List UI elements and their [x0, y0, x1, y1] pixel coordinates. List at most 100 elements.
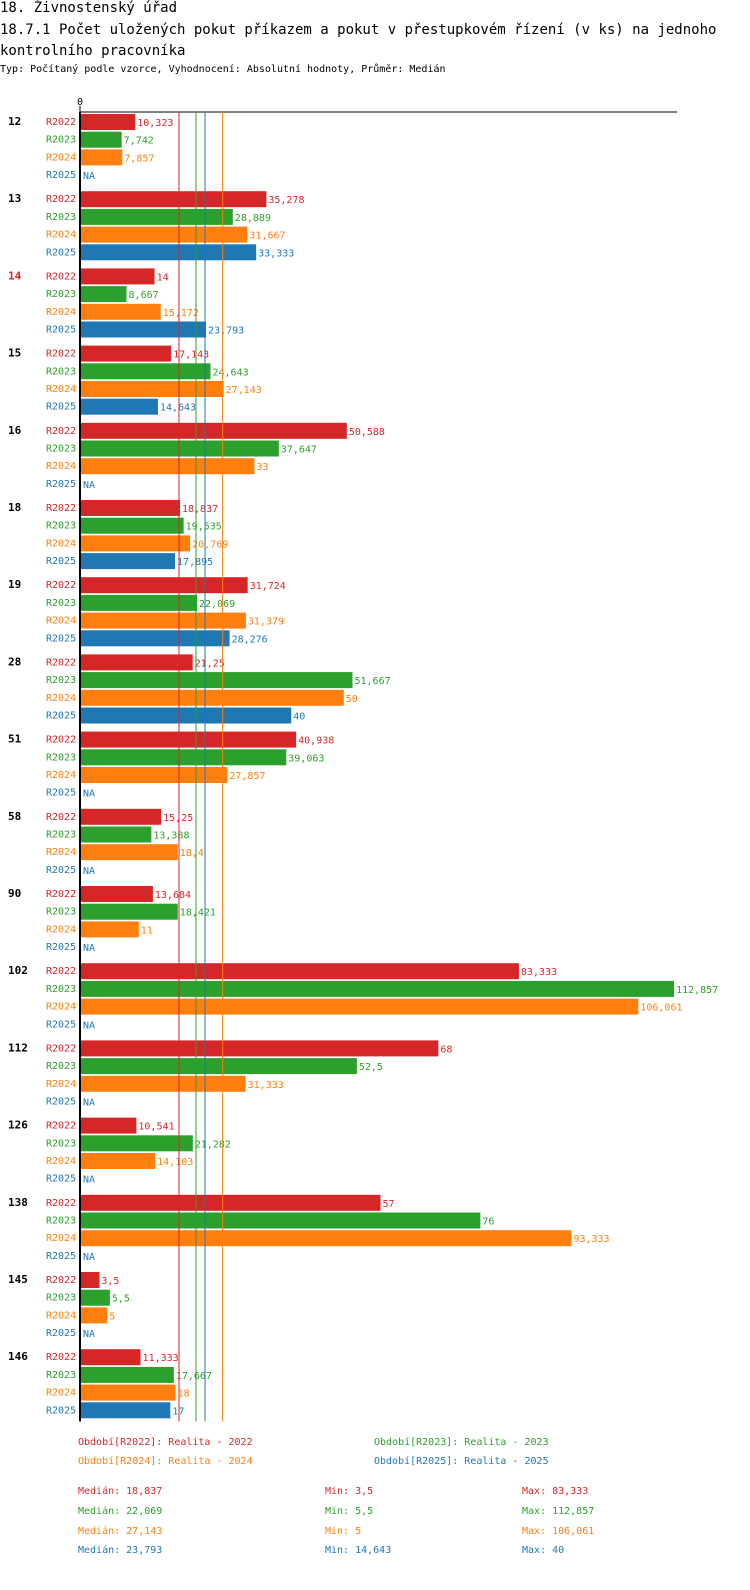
series-label: R2025 — [46, 325, 76, 336]
legend-r2024: Období[R2024]: Realita - 2024 — [78, 1456, 253, 1467]
series-label: R2022 — [46, 1198, 76, 1209]
value-label: 24,643 — [212, 367, 248, 378]
series-label: R2024 — [46, 1002, 76, 1013]
series-label: R2023 — [46, 907, 76, 918]
stat-median-r2024: Medián: 27,143 — [78, 1526, 163, 1537]
series-label: R2023 — [46, 289, 76, 300]
group-label: 19 — [8, 578, 21, 591]
value-label: 13,684 — [155, 890, 191, 901]
bar — [81, 1349, 141, 1366]
series-label: R2023 — [46, 212, 76, 223]
series-label: R2025 — [46, 711, 76, 722]
chart-type-note: Typ: Počítaný podle vzorce, Vyhodnocení:… — [0, 64, 446, 75]
group-label: 28 — [8, 655, 21, 668]
value-label: NA — [83, 789, 95, 800]
series-label: R2025 — [46, 479, 76, 490]
series-label: R2024 — [46, 538, 76, 549]
bar — [81, 1040, 439, 1057]
value-label: NA — [83, 480, 95, 491]
series-label: R2024 — [46, 847, 76, 858]
group-label: 146 — [8, 1350, 28, 1363]
legend-r2025: Období[R2025]: Realita - 2025 — [374, 1456, 549, 1467]
bar — [81, 535, 191, 552]
bar — [81, 1272, 100, 1288]
series-label: R2022 — [46, 503, 76, 514]
group-label: 14 — [8, 269, 22, 282]
bar — [81, 689, 344, 706]
bar — [81, 191, 267, 208]
chart-title: 18.7.1 Počet uložených pokut příkazem a … — [0, 22, 717, 59]
bar — [81, 321, 207, 338]
bar — [81, 398, 158, 415]
group-label: 13 — [8, 192, 21, 205]
series-label: R2022 — [46, 194, 76, 205]
series-label: R2025 — [46, 402, 76, 413]
series-label: R2024 — [46, 1079, 76, 1090]
series-label: R2022 — [46, 426, 76, 437]
series-label: R2024 — [46, 616, 76, 627]
series-label: R2022 — [46, 1121, 76, 1132]
series-label: R2025 — [46, 1405, 76, 1416]
bar — [81, 672, 353, 689]
group-label: 102 — [8, 964, 28, 977]
value-label: 17,143 — [173, 350, 209, 361]
value-label: 3,5 — [101, 1276, 119, 1287]
value-label: NA — [83, 1098, 95, 1109]
series-label: R2024 — [46, 384, 76, 395]
group-label: 138 — [8, 1196, 28, 1209]
group-label: 145 — [8, 1273, 28, 1286]
value-label: 15,172 — [163, 308, 199, 319]
group-label: 126 — [8, 1119, 28, 1132]
stat-max-r2022: Max: 83,333 — [522, 1486, 589, 1497]
stat-max-r2025: Max: 40 — [522, 1545, 565, 1556]
value-label: NA — [83, 1252, 95, 1263]
bar — [81, 303, 161, 320]
value-label: 52,5 — [359, 1062, 383, 1073]
series-label: R2024 — [46, 307, 76, 318]
series-label: R2022 — [46, 271, 76, 282]
bar — [81, 980, 675, 997]
value-label: 31,667 — [249, 231, 285, 242]
bar — [81, 886, 153, 902]
bar — [81, 114, 136, 130]
bar — [81, 1384, 176, 1401]
value-label: 93,333 — [573, 1234, 609, 1245]
value-label: 27,143 — [226, 385, 262, 396]
series-label: R2023 — [46, 984, 76, 995]
group-label: 51 — [8, 733, 22, 746]
bar — [81, 1194, 381, 1211]
value-label: 31,333 — [248, 1080, 284, 1091]
series-label: R2023 — [46, 1138, 76, 1149]
value-label: 28,276 — [232, 634, 268, 645]
group-label: 90 — [8, 887, 21, 900]
bar — [81, 998, 639, 1015]
series-label: R2025 — [46, 1251, 76, 1262]
value-label: 57 — [383, 1199, 395, 1210]
value-label: 33 — [256, 462, 268, 473]
bar — [81, 286, 127, 303]
value-label: 5 — [109, 1311, 115, 1322]
series-label: R2024 — [46, 693, 76, 704]
series-label: R2025 — [46, 865, 76, 876]
bar — [81, 345, 172, 362]
value-label: 17 — [172, 1406, 184, 1417]
group-label: 16 — [8, 424, 22, 437]
value-label: 76 — [482, 1217, 494, 1228]
bar — [81, 1289, 110, 1306]
bar — [81, 630, 230, 647]
value-label: 14,103 — [157, 1157, 193, 1168]
series-label: R2023 — [46, 830, 76, 841]
legend-r2023: Období[R2023]: Realita - 2023 — [374, 1437, 549, 1448]
value-label: 18 — [178, 1389, 190, 1400]
value-label: 22,069 — [199, 599, 235, 610]
stat-median-r2023: Medián: 22,069 — [78, 1506, 163, 1517]
value-label: 20,769 — [192, 539, 228, 550]
value-label: 39,063 — [288, 753, 324, 764]
series-label: R2022 — [46, 812, 76, 823]
bar — [81, 749, 287, 766]
bar — [81, 268, 155, 285]
value-label: 7,857 — [124, 153, 154, 164]
value-label: 17,895 — [177, 557, 213, 568]
bar — [81, 731, 297, 748]
bar — [81, 553, 176, 570]
